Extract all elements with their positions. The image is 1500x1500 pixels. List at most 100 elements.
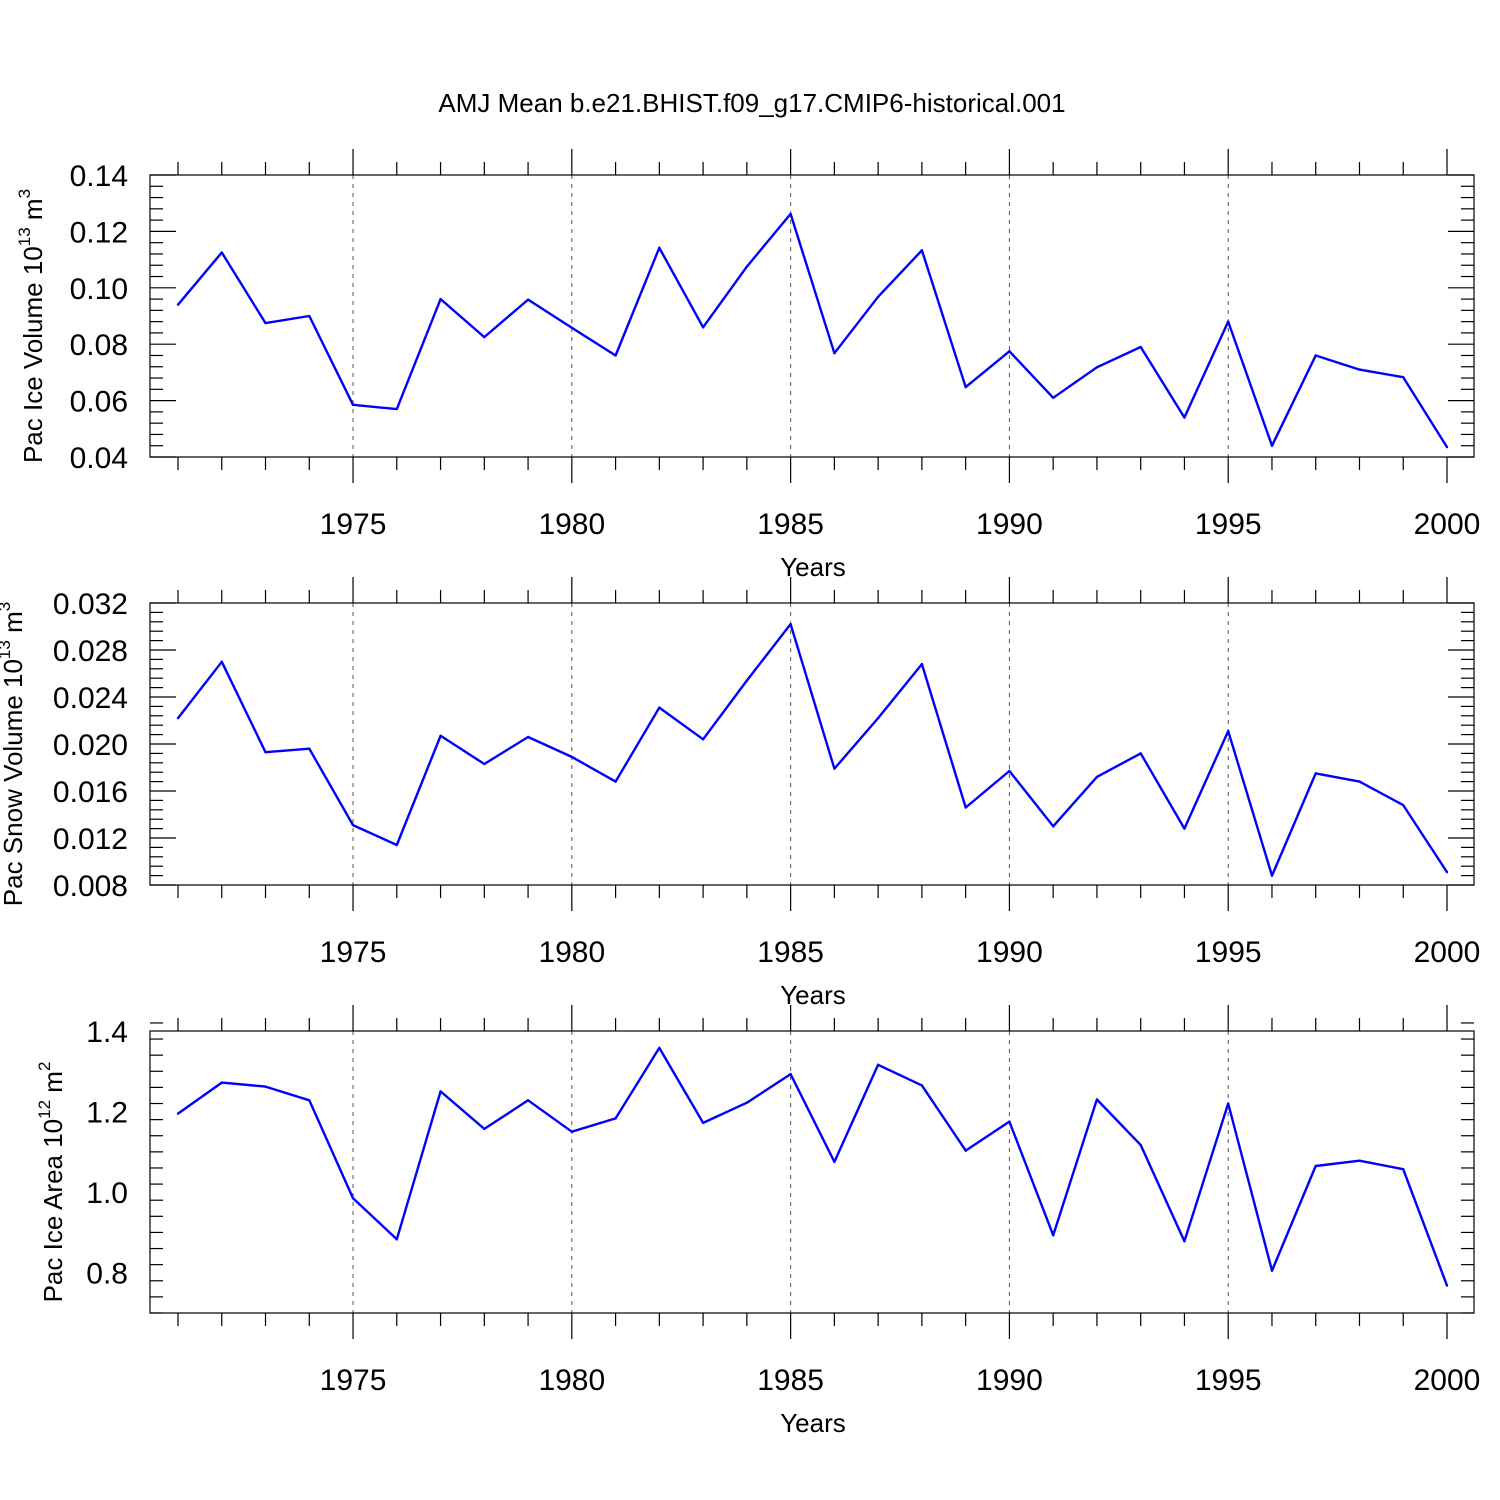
data-point bbox=[483, 1127, 486, 1131]
y-axis-title-text: m bbox=[0, 611, 28, 640]
data-point bbox=[570, 755, 574, 759]
data-point bbox=[1095, 775, 1099, 779]
data-point bbox=[1008, 350, 1011, 353]
data-point bbox=[1183, 827, 1186, 830]
data-point bbox=[1358, 368, 1361, 371]
data-point bbox=[964, 385, 967, 389]
y-tick-label: 0.032 bbox=[53, 588, 128, 621]
data-point bbox=[526, 1099, 530, 1102]
y-tick-label: 0.12 bbox=[70, 216, 128, 249]
data-point bbox=[920, 662, 924, 666]
series-line bbox=[177, 1046, 1449, 1287]
data-point bbox=[1008, 769, 1011, 773]
data-point bbox=[483, 335, 486, 339]
data-point bbox=[789, 212, 792, 216]
data-point bbox=[1402, 803, 1405, 807]
data-point bbox=[395, 843, 398, 847]
y-axis-title-superscript: 13 bbox=[15, 227, 34, 246]
data-point bbox=[876, 295, 880, 299]
y-axis-title-superscript: 2 bbox=[35, 1062, 54, 1071]
x-tick-label: 1990 bbox=[976, 508, 1043, 541]
data-point bbox=[658, 246, 661, 249]
y-axis-title: Pac Ice Volume 1013 m3 bbox=[15, 189, 48, 463]
y-tick-label: 0.020 bbox=[53, 729, 128, 762]
x-tick-label: 1975 bbox=[320, 1364, 387, 1397]
data-point bbox=[614, 1117, 617, 1120]
data-point bbox=[570, 1130, 574, 1133]
data-point bbox=[789, 622, 792, 626]
y-tick-label: 0.10 bbox=[70, 273, 128, 306]
plot-frame bbox=[149, 1030, 1475, 1314]
x-axis-title: Years bbox=[780, 1408, 846, 1438]
data-point bbox=[1445, 445, 1449, 449]
y-axis-title-superscript: 3 bbox=[15, 189, 34, 198]
y-tick-label: 0.08 bbox=[70, 329, 128, 362]
panels: 0.04 0.06 0.08 0.10 0.12 0.14 1975 1980 1985 1990… bbox=[0, 149, 1480, 1438]
data-point bbox=[1358, 1159, 1361, 1162]
x-tick-label: 1975 bbox=[320, 936, 387, 969]
data-point bbox=[1051, 825, 1055, 828]
data-point bbox=[308, 1099, 311, 1102]
data-point bbox=[833, 352, 836, 355]
y-axis-title-text: Pac Snow Volume 10 bbox=[0, 659, 28, 906]
y-tick-label: 1.0 bbox=[86, 1177, 128, 1210]
data-point bbox=[964, 806, 967, 809]
data-point bbox=[701, 738, 705, 741]
data-point bbox=[483, 762, 486, 766]
x-tick-label: 1985 bbox=[757, 508, 824, 541]
data-point bbox=[1227, 729, 1230, 733]
data-point bbox=[789, 1072, 792, 1076]
data-point bbox=[745, 265, 749, 268]
series-line bbox=[177, 622, 1449, 877]
y-axis-title-text: m bbox=[38, 1071, 68, 1100]
data-point bbox=[570, 326, 574, 330]
data-point bbox=[964, 1149, 967, 1152]
data-point bbox=[614, 780, 617, 783]
data-point bbox=[658, 706, 661, 709]
data-point bbox=[1227, 1102, 1230, 1105]
data-point bbox=[745, 679, 749, 682]
data-point bbox=[1139, 1143, 1142, 1147]
data-point bbox=[220, 660, 223, 663]
data-point bbox=[1051, 1234, 1055, 1237]
x-tick-label: 2000 bbox=[1414, 1364, 1481, 1397]
plot-frame bbox=[149, 174, 1475, 458]
data-point bbox=[920, 1084, 924, 1087]
data-point bbox=[439, 1090, 442, 1093]
x-tick-label: 1995 bbox=[1195, 508, 1262, 541]
x-tick-label: 1980 bbox=[538, 936, 605, 969]
data-point bbox=[745, 1101, 749, 1104]
data-point bbox=[351, 823, 355, 827]
y-axis-title: Pac Snow Volume 1013 m3 bbox=[0, 602, 28, 906]
data-point bbox=[176, 303, 180, 306]
data-point bbox=[308, 747, 311, 750]
data-point bbox=[1445, 1284, 1449, 1287]
data-point bbox=[614, 354, 617, 357]
data-point bbox=[1314, 1164, 1317, 1168]
data-point bbox=[1227, 320, 1230, 323]
series-line bbox=[177, 212, 1449, 448]
y-axis-title-superscript: 13 bbox=[0, 640, 14, 659]
data-point bbox=[658, 1046, 661, 1050]
data-point bbox=[1095, 1098, 1099, 1101]
data-point bbox=[833, 767, 836, 770]
x-tick-label: 1995 bbox=[1195, 936, 1262, 969]
data-point bbox=[395, 1238, 398, 1241]
y-tick-label: 0.024 bbox=[53, 682, 128, 715]
y-axis-title-text: m bbox=[18, 198, 48, 227]
data-point bbox=[1445, 870, 1449, 874]
x-tick-label: 1995 bbox=[1195, 1364, 1262, 1397]
data-point bbox=[701, 1121, 705, 1125]
data-point bbox=[1139, 752, 1142, 755]
data-point bbox=[220, 1081, 223, 1084]
data-point bbox=[1008, 1120, 1011, 1123]
data-point bbox=[439, 734, 442, 737]
x-tick-label: 2000 bbox=[1414, 936, 1481, 969]
data-point bbox=[1183, 416, 1186, 419]
data-point bbox=[395, 407, 398, 411]
data-point bbox=[701, 326, 705, 329]
data-point bbox=[176, 1112, 180, 1115]
data-point bbox=[308, 314, 311, 318]
data-point bbox=[526, 298, 530, 301]
x-tick-label: 1990 bbox=[976, 936, 1043, 969]
